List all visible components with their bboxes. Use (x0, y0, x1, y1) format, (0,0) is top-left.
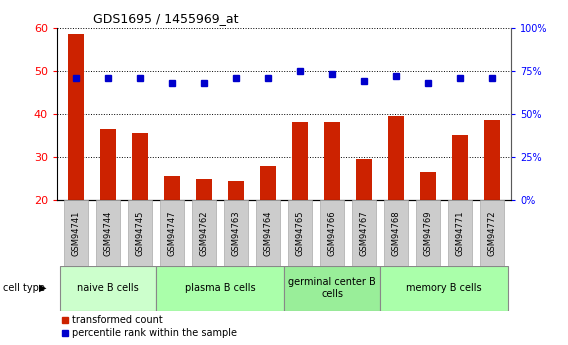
FancyBboxPatch shape (65, 200, 87, 266)
Text: GSM94771: GSM94771 (456, 210, 465, 256)
FancyBboxPatch shape (161, 200, 183, 266)
FancyBboxPatch shape (128, 200, 152, 266)
Text: GSM94765: GSM94765 (295, 210, 304, 256)
FancyBboxPatch shape (60, 266, 156, 311)
Bar (324, 122, 340, 200)
Bar (452, 136, 468, 200)
FancyBboxPatch shape (380, 266, 508, 311)
Text: GSM94767: GSM94767 (360, 210, 369, 256)
Bar (420, 172, 436, 200)
Text: GSM94741: GSM94741 (72, 210, 81, 256)
FancyBboxPatch shape (385, 200, 407, 266)
Bar (68, 34, 84, 200)
FancyBboxPatch shape (257, 200, 279, 266)
Bar (388, 116, 404, 200)
Text: GSM94747: GSM94747 (168, 210, 177, 256)
FancyBboxPatch shape (97, 200, 119, 266)
Text: plasma B cells: plasma B cells (185, 283, 255, 293)
Bar (484, 120, 500, 200)
Text: GSM94745: GSM94745 (136, 210, 144, 256)
Text: GSM94768: GSM94768 (391, 210, 400, 256)
Bar (292, 122, 308, 200)
FancyBboxPatch shape (353, 200, 375, 266)
Text: ▶: ▶ (39, 283, 46, 293)
Text: GSM94744: GSM94744 (103, 210, 112, 256)
Text: GSM94769: GSM94769 (424, 210, 432, 256)
FancyBboxPatch shape (416, 200, 440, 266)
Bar (132, 133, 148, 200)
Bar (228, 181, 244, 200)
Text: GSM94772: GSM94772 (487, 210, 496, 256)
Bar (356, 159, 372, 200)
FancyBboxPatch shape (193, 200, 215, 266)
FancyBboxPatch shape (284, 266, 380, 311)
Text: GSM94763: GSM94763 (232, 210, 240, 256)
Text: GSM94764: GSM94764 (264, 210, 273, 256)
FancyBboxPatch shape (481, 200, 503, 266)
Legend: transformed count, percentile rank within the sample: transformed count, percentile rank withi… (62, 315, 237, 338)
Text: naive B cells: naive B cells (77, 283, 139, 293)
Bar (196, 179, 212, 200)
Bar (164, 176, 180, 200)
FancyBboxPatch shape (156, 266, 284, 311)
Text: memory B cells: memory B cells (406, 283, 482, 293)
Text: germinal center B
cells: germinal center B cells (288, 277, 376, 299)
FancyBboxPatch shape (224, 200, 248, 266)
Text: GSM94762: GSM94762 (199, 210, 208, 256)
Bar (260, 166, 276, 200)
Bar (100, 129, 116, 200)
FancyBboxPatch shape (320, 200, 344, 266)
Text: GDS1695 / 1455969_at: GDS1695 / 1455969_at (93, 12, 239, 25)
FancyBboxPatch shape (289, 200, 311, 266)
FancyBboxPatch shape (449, 200, 471, 266)
Text: cell type: cell type (3, 283, 45, 293)
Text: GSM94766: GSM94766 (328, 210, 336, 256)
